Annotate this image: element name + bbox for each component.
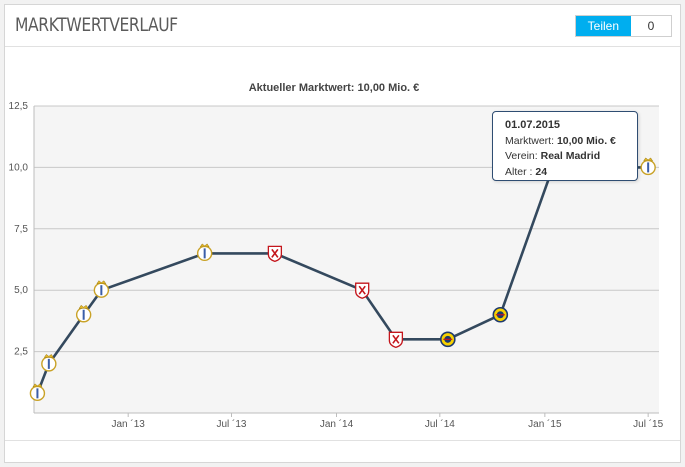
x-tick-label: Jul ´13 — [216, 418, 246, 430]
x-tick-label: Jul ´14 — [425, 418, 455, 430]
tooltip-club: Real Madrid — [540, 150, 601, 162]
share-button[interactable]: Teilen — [575, 16, 631, 36]
chart-title: Aktueller Marktwert: 10,00 Mio. € — [249, 82, 420, 94]
tooltip-date: 01.07.2015 — [505, 119, 561, 131]
crest-band-icon — [100, 285, 103, 296]
tooltip-age-row: Alter : 24 — [505, 165, 627, 181]
x-tick-label: Jan ´14 — [320, 418, 354, 430]
crest-stripe-icon — [358, 285, 366, 295]
tooltip-age-label: Alter : — [505, 165, 533, 178]
y-tick-label: 12,5 — [9, 101, 29, 112]
crest-band-icon — [647, 162, 650, 173]
share-widget: Teilen 0 — [574, 15, 672, 37]
crest-stripe-icon — [271, 248, 279, 258]
panel-title: MARKTWERTVERLAUF — [15, 14, 178, 36]
panel-header: MARKTWERTVERLAUF Teilen 0 — [5, 5, 680, 47]
crown-icon — [32, 383, 43, 388]
y-tick-label: 10,0 — [9, 162, 29, 173]
x-tick-label: Jan ´13 — [111, 418, 145, 430]
x-tick-label: Jan ´15 — [528, 418, 562, 430]
share-count: 0 — [631, 16, 671, 36]
tooltip-value: 10,00 Mio. € — [556, 134, 616, 147]
crown-icon — [199, 243, 210, 248]
crown-icon — [78, 304, 89, 309]
panel-footer — [5, 440, 680, 462]
y-tick-label: 5,0 — [14, 285, 28, 296]
tooltip-club-row: Verein: Real Madrid — [505, 149, 627, 165]
tooltip: 01.07.2015 Marktwert: 10,00 Mio. € Verei… — [492, 111, 638, 181]
crest-band-icon — [203, 248, 206, 259]
tooltip-club-label: Verein: — [505, 150, 538, 162]
crest-band-icon — [47, 358, 50, 369]
y-tick-label: 2,5 — [14, 347, 28, 358]
tooltip-age: 24 — [535, 165, 548, 178]
crest-band-icon — [82, 309, 85, 320]
crest-stripe-icon — [392, 334, 400, 344]
tooltip-value-row: Marktwert: 10,00 Mio. € — [505, 134, 627, 150]
crown-icon — [96, 280, 107, 284]
crown-icon — [43, 354, 54, 358]
crown-icon — [643, 157, 654, 162]
crest-band-icon — [36, 388, 39, 399]
tooltip-value-label: Marktwert: — [505, 134, 555, 147]
series-line — [36, 166, 649, 394]
y-tick-label: 7,5 — [14, 224, 28, 235]
x-tick-label: Jul ´15 — [633, 418, 663, 430]
